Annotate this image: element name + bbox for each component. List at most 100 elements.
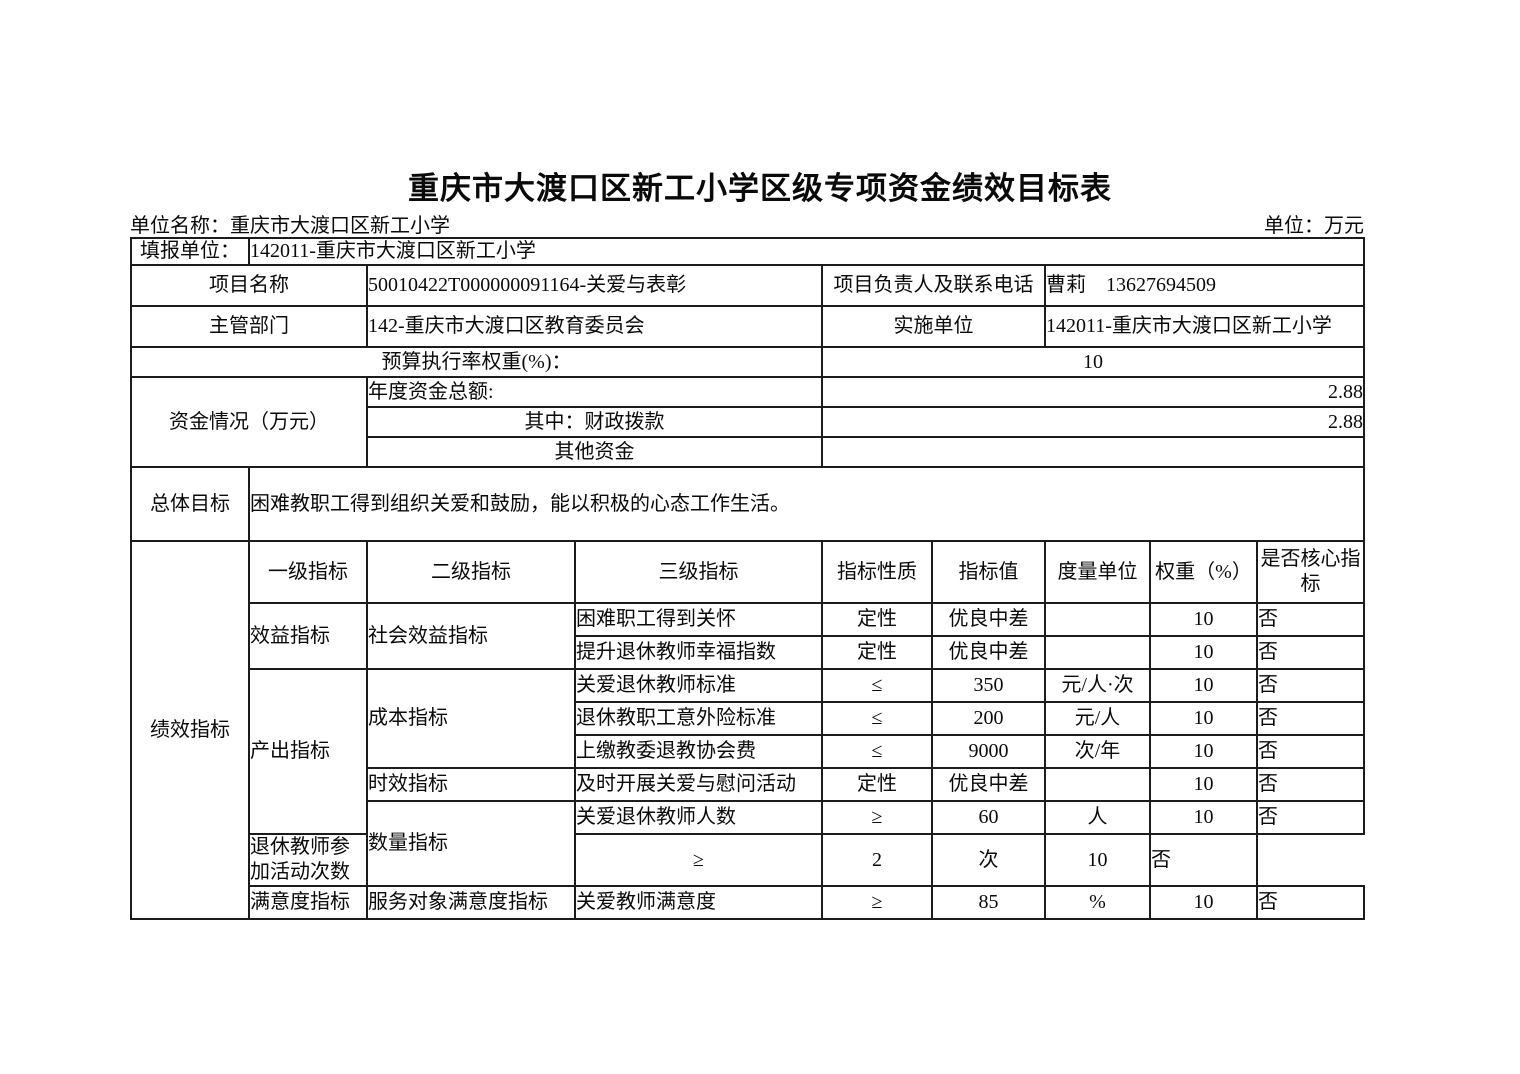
project-name-label: 项目名称 (130, 264, 368, 307)
weight-cell: 10 (1149, 668, 1258, 703)
level2-cell: 数量指标 (366, 800, 576, 887)
weight-cell: 10 (1149, 602, 1258, 637)
value-cell: 优良中差 (931, 602, 1046, 637)
level3-cell: 退休教职工意外险标准 (574, 701, 823, 736)
funds-total-value: 2.88 (820, 376, 1366, 408)
indicator-row: 数量指标 关爱退休教师人数 ≥ 60 人 10 否 (131, 800, 1366, 887)
funds-fiscal-value: 2.88 (820, 406, 1366, 438)
nature-cell: 定性 (821, 767, 933, 802)
indicator-row: 满意度指标 服务对象满意度指标 关爱教师满意度 ≥ 85 % 10 否 (131, 885, 1366, 920)
level3-cell: 上缴教委退教协会费 (574, 734, 823, 769)
meta-line: 单位名称：重庆市大渡口区新工小学 单位：万元 (130, 209, 1364, 238)
project-leader-label: 项目负责人及联系电话 (821, 264, 1046, 307)
level3-cell: 关爱退休教师标准 (574, 668, 823, 703)
row-filling-unit: 填报单位： 142011-重庆市大渡口区新工小学 (130, 237, 1366, 266)
funds-fiscal-label: 其中：财政拨款 (366, 406, 823, 438)
core-cell: 否 (1255, 885, 1366, 920)
header-level2: 二级指标 (366, 540, 576, 604)
value-cell: 优良中差 (931, 767, 1046, 802)
funds-other-label: 其他资金 (366, 436, 823, 468)
core-cell: 否 (1255, 767, 1366, 802)
budget-rate-label: 预算执行率权重(%)： (130, 346, 823, 378)
level3-cell: 退休教师参加活动次数 (248, 833, 368, 887)
unit-cell: 人 (1044, 800, 1151, 835)
overall-goal-value: 困难教职工得到组织关爱和鼓励，能以积极的心态工作生活。 (247, 466, 1366, 542)
indicator-section-label: 绩效指标 (130, 540, 250, 920)
indicator-row: 产出指标 成本指标 关爱退休教师标准 ≤ 350 元/人·次 10 否 (131, 668, 1366, 835)
row-project-name: 项目名称 50010422T000000091164-关爱与表彰 项目负责人及联… (130, 264, 1366, 307)
filling-unit-label: 填报单位： (130, 237, 250, 266)
core-cell: 否 (1255, 602, 1366, 637)
nature-cell: ≤ (821, 701, 933, 736)
weight-cell: 10 (1149, 767, 1258, 802)
weight-cell: 10 (1149, 701, 1258, 736)
weight-cell: 10 (1149, 635, 1258, 670)
indicator-row: 提升退休教师幸福指数 定性 优良中差 10 否 (131, 635, 1366, 670)
project-leader-value: 曹莉 13627694509 (1043, 264, 1366, 307)
level2-cell: 成本指标 (366, 668, 576, 769)
budget-rate-value: 10 (820, 346, 1366, 378)
core-cell: 否 (1255, 734, 1366, 769)
level3-cell: 困难职工得到关怀 (574, 602, 823, 637)
core-cell: 否 (1255, 668, 1366, 703)
unit-cell: 次 (931, 833, 1046, 887)
indicator-row: 退休教师参加活动次数 ≥ 2 次 10 否 (131, 833, 1364, 887)
level1-cell: 满意度指标 (248, 885, 368, 920)
header-value: 指标值 (931, 540, 1046, 604)
unit-cell: 次/年 (1044, 734, 1151, 769)
header-unit: 度量单位 (1044, 540, 1151, 604)
unit-cell (1044, 767, 1151, 802)
core-cell: 否 (1149, 833, 1258, 887)
nature-cell: 定性 (821, 602, 933, 637)
header-level1: 一级指标 (248, 540, 368, 604)
overall-goal-label: 总体目标 (130, 466, 250, 542)
core-cell: 否 (1255, 635, 1366, 670)
level2-cell: 社会效益指标 (366, 602, 576, 670)
value-cell: 优良中差 (931, 635, 1046, 670)
unit-cell: 元/人 (1044, 701, 1151, 736)
weight-cell: 10 (1044, 833, 1151, 887)
value-cell: 9000 (931, 734, 1046, 769)
level2-cell: 时效指标 (366, 767, 576, 802)
unit-cell: 元/人·次 (1044, 668, 1151, 703)
funds-total-label: 年度资金总额: (366, 376, 823, 408)
indicator-row: 退休教职工意外险标准 ≤ 200 元/人 10 否 (131, 701, 1366, 736)
value-cell: 200 (931, 701, 1046, 736)
row-budget-rate: 预算执行率权重(%)： 10 (130, 346, 1366, 378)
core-cell: 否 (1255, 800, 1366, 835)
indicator-row: 时效指标 及时开展关爱与慰问活动 定性 优良中差 10 否 (131, 767, 1366, 802)
row-dept: 主管部门 142-重庆市大渡口区教育委员会 实施单位 142011-重庆市大渡口… (130, 305, 1366, 348)
core-cell: 否 (1255, 701, 1366, 736)
unit-cell (1044, 602, 1151, 637)
dept-label: 主管部门 (130, 305, 368, 348)
row-funds-total: 资金情况（万元） 年度资金总额: 2.88 (130, 376, 1366, 468)
nature-cell: 定性 (821, 635, 933, 670)
unit-cell (1044, 635, 1151, 670)
weight-cell: 10 (1149, 885, 1258, 920)
nature-cell: ≤ (821, 668, 933, 703)
value-cell: 85 (931, 885, 1046, 920)
currency-unit-text: 单位：万元 (1264, 215, 1364, 237)
level3-cell: 关爱教师满意度 (574, 885, 823, 920)
value-cell: 60 (931, 800, 1046, 835)
value-cell: 2 (821, 833, 933, 887)
unit-name-text: 单位名称：重庆市大渡口区新工小学 (130, 215, 450, 237)
nature-cell: ≥ (821, 800, 933, 835)
page-title: 重庆市大渡口区新工小学区级专项资金绩效目标表 (408, 171, 1112, 206)
row-funds-other: 其他资金 (131, 436, 1366, 468)
level1-cell: 产出指标 (248, 668, 368, 835)
impl-unit-label: 实施单位 (821, 305, 1046, 348)
impl-unit-value: 142011-重庆市大渡口区新工小学 (1043, 305, 1366, 348)
funds-section-label: 资金情况（万元） (130, 376, 368, 468)
weight-cell: 10 (1149, 800, 1258, 835)
header-nature: 指标性质 (821, 540, 933, 604)
funds-other-value (820, 436, 1366, 468)
header-weight: 权重（%） (1149, 540, 1258, 604)
header-core: 是否核心指标 (1255, 540, 1366, 604)
level2-cell: 服务对象满意度指标 (366, 885, 576, 920)
nature-cell: ≤ (821, 734, 933, 769)
indicator-row: 效益指标 社会效益指标 困难职工得到关怀 定性 优良中差 10 否 (131, 602, 1366, 670)
level1-cell: 效益指标 (248, 602, 368, 670)
nature-cell: ≥ (574, 833, 823, 887)
